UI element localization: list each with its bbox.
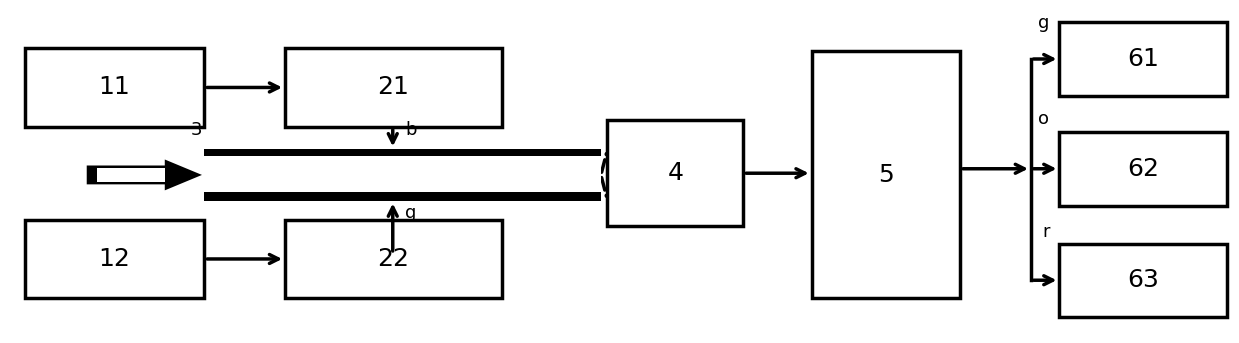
Text: 3: 3	[191, 121, 202, 139]
Text: 4: 4	[668, 161, 683, 185]
Text: g: g	[1038, 14, 1049, 32]
Bar	[204, 156, 601, 192]
Text: 63: 63	[1127, 269, 1158, 292]
Text: b: b	[405, 121, 416, 139]
Polygon shape	[87, 159, 202, 190]
Bar	[285, 220, 502, 298]
Bar	[1059, 244, 1227, 317]
Bar	[1059, 22, 1227, 96]
Text: g: g	[405, 204, 416, 222]
Bar	[607, 120, 743, 226]
Bar	[204, 149, 601, 201]
Bar	[25, 220, 204, 298]
Bar	[812, 51, 960, 298]
Bar	[285, 48, 502, 127]
Text: 5: 5	[878, 163, 893, 187]
Text: 61: 61	[1127, 47, 1158, 71]
Text: o: o	[1038, 110, 1049, 128]
Text: 11: 11	[99, 75, 130, 99]
Text: 22: 22	[378, 247, 409, 271]
Text: 21: 21	[378, 75, 409, 99]
Text: 62: 62	[1127, 157, 1158, 181]
Bar	[1059, 132, 1227, 206]
Polygon shape	[97, 168, 165, 182]
Text: r: r	[1042, 223, 1049, 241]
Text: 12: 12	[99, 247, 130, 271]
Bar	[25, 48, 204, 127]
